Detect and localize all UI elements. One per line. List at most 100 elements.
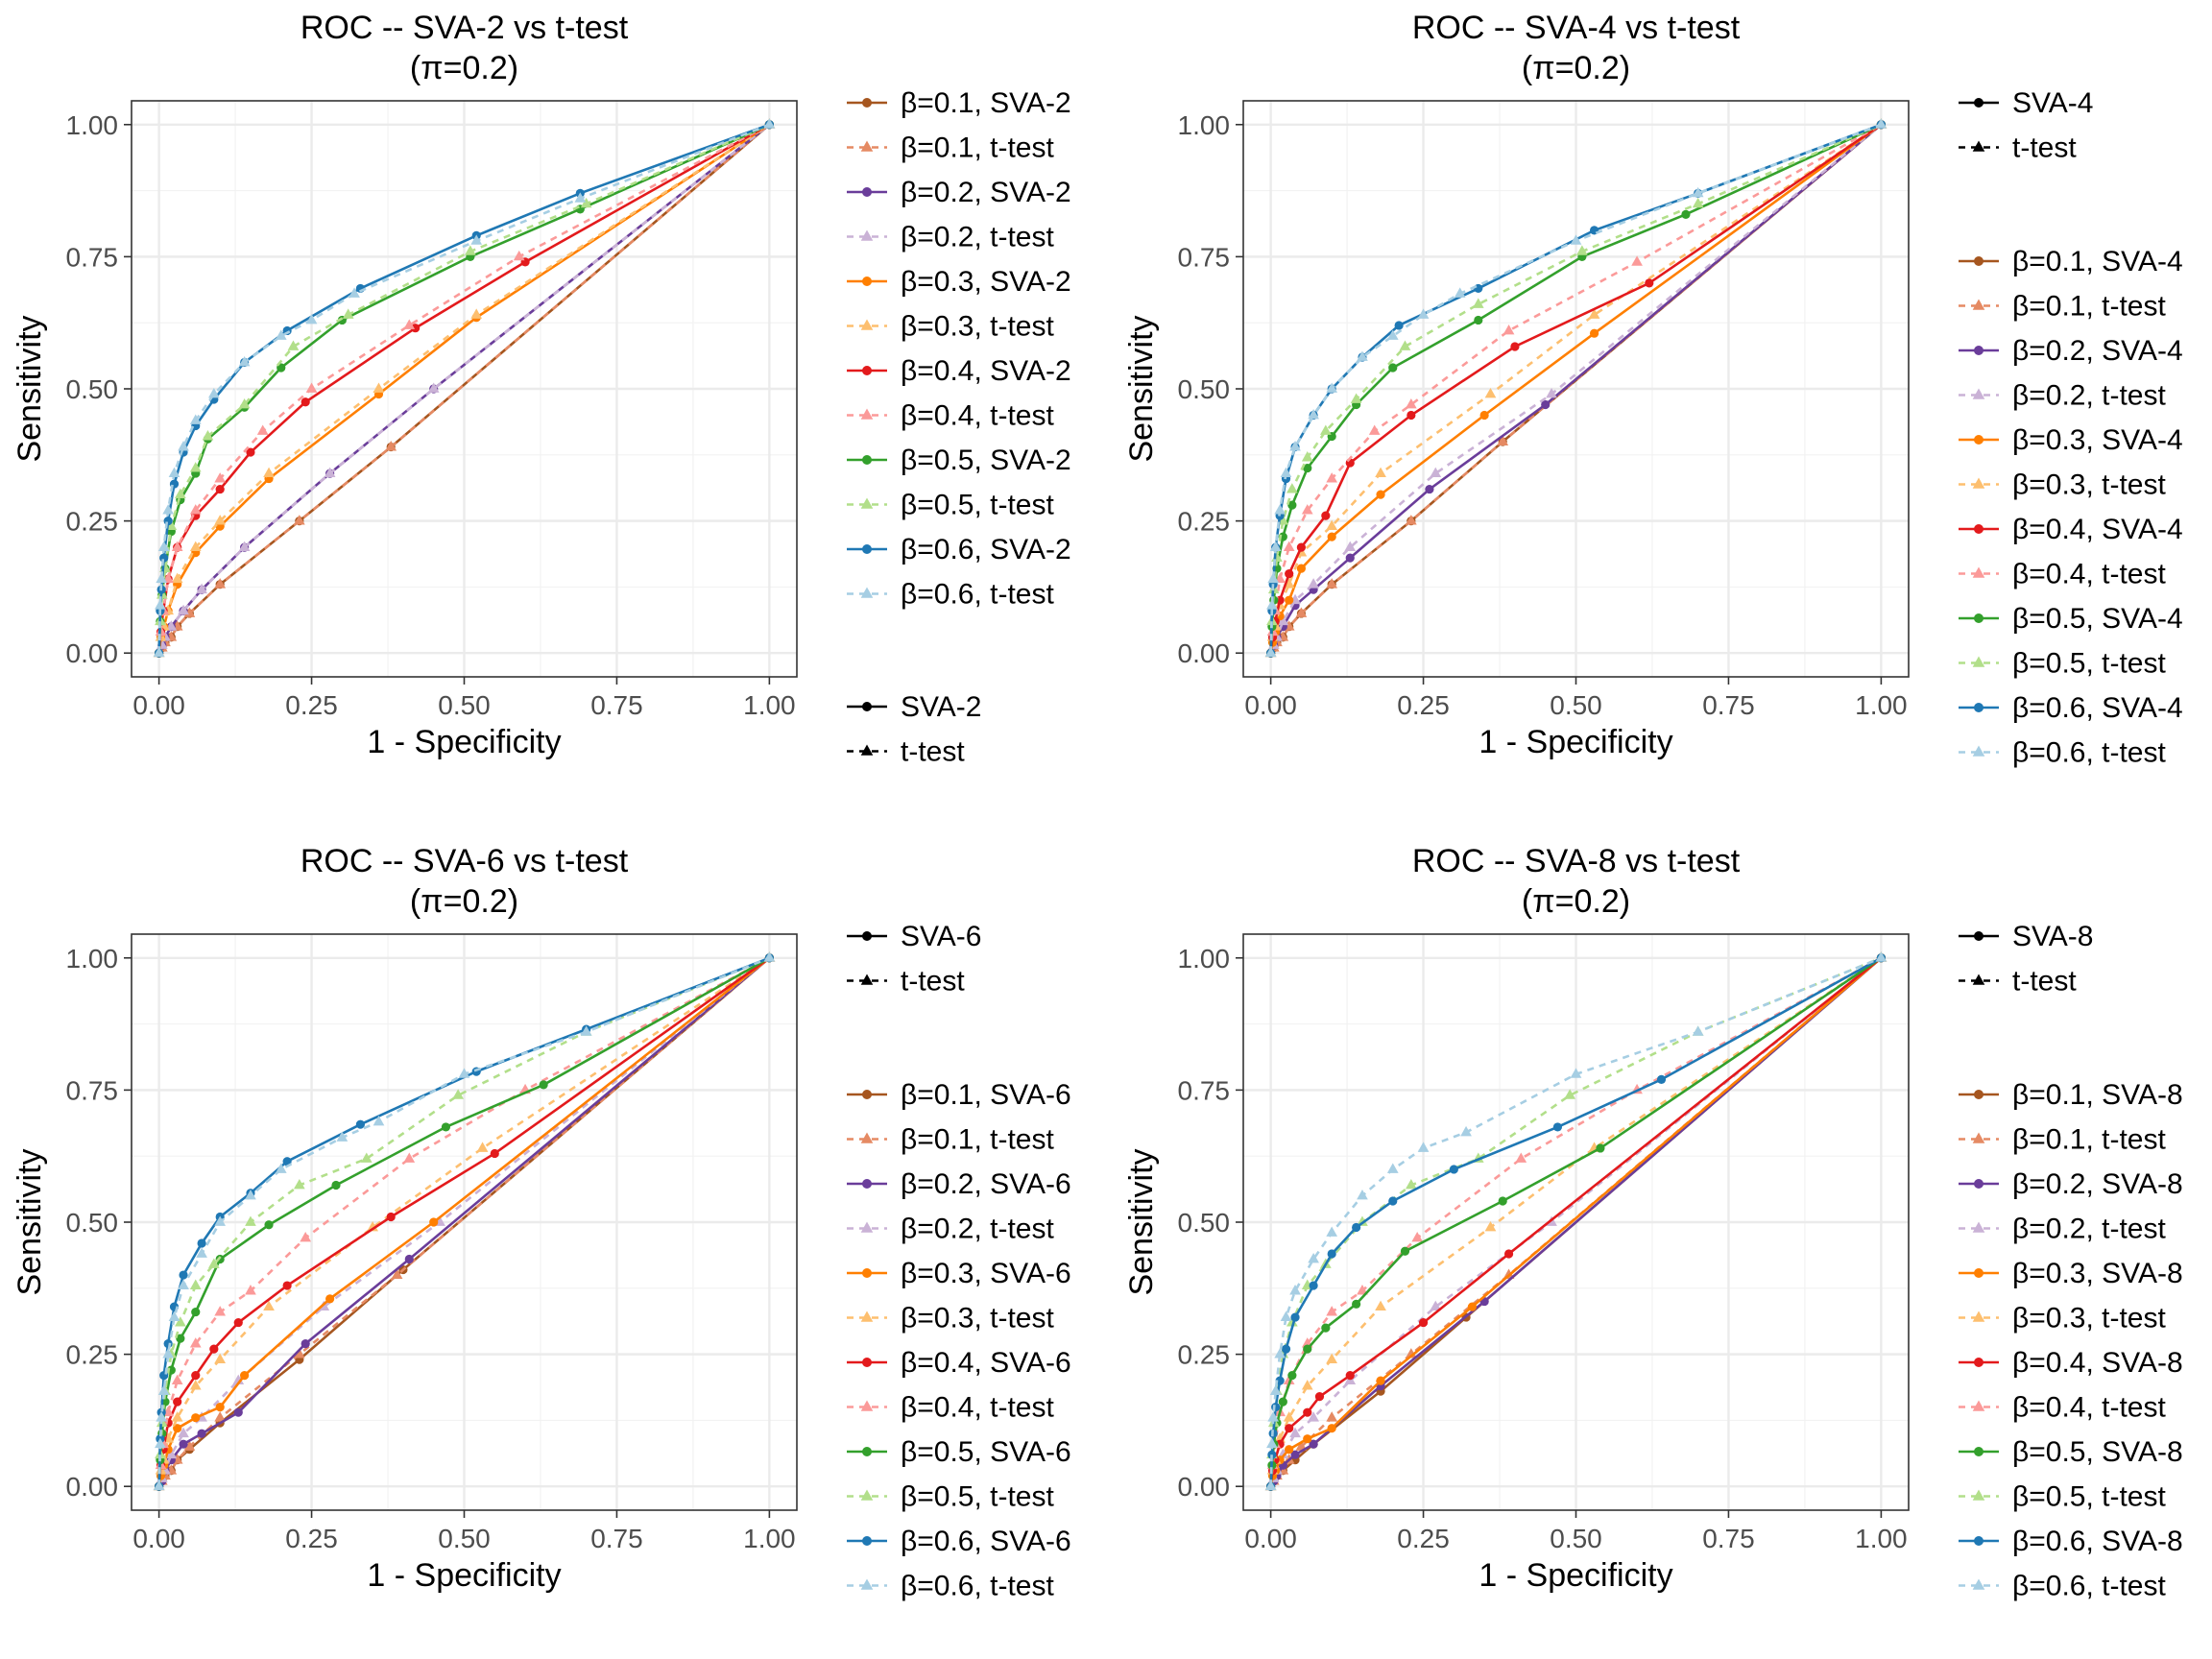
legend-label: β=0.4, t-test <box>901 400 1054 432</box>
legend-key-marker <box>1972 140 1985 152</box>
data-point <box>168 467 180 477</box>
data-point <box>1576 245 1588 255</box>
legend-key-marker <box>862 931 872 941</box>
data-point <box>245 1215 256 1226</box>
legend-item: β=0.2, t-test <box>847 222 1054 253</box>
legend-label: β=0.5, t-test <box>901 1481 1054 1513</box>
x-axis-label: 1 - Specificity <box>367 1557 561 1594</box>
data-point <box>189 1380 202 1390</box>
data-point <box>238 355 251 367</box>
data-point <box>349 287 360 298</box>
legend-label: β=0.4, t-test <box>2012 559 2166 590</box>
data-point <box>263 1300 275 1310</box>
series-ttest-beta-0_6 <box>1264 118 1887 658</box>
data-point <box>1326 472 1338 483</box>
data-point <box>403 319 416 329</box>
data-point <box>189 1337 202 1348</box>
data-point <box>1303 1344 1312 1354</box>
data-point <box>325 1294 335 1304</box>
data-point <box>1368 424 1381 435</box>
data-point <box>191 1307 201 1317</box>
data-point <box>1510 342 1520 351</box>
legend-item: β=0.5, SVA-8 <box>1959 1436 2183 1468</box>
data-point <box>179 1439 188 1449</box>
data-point <box>1503 324 1515 335</box>
data-point <box>1376 490 1385 499</box>
legend-key-marker <box>1972 1221 1985 1233</box>
legend-key-marker <box>860 319 874 330</box>
roc-panel-1: ROC -- SVA-2 vs t-test (π=0.2) 0.00 0.25 0.5… <box>12 10 1071 768</box>
data-point <box>1503 1249 1514 1259</box>
legend-item: β=0.4, SVA-2 <box>847 355 1071 387</box>
legend-key-marker <box>862 276 872 286</box>
legend-item: β=0.4, SVA-6 <box>847 1347 1071 1379</box>
shape-legend-item: SVA-6 <box>847 921 981 952</box>
legend-key-marker <box>860 497 874 509</box>
data-point <box>189 1279 202 1289</box>
legend-label: β=0.1, SVA-8 <box>2012 1079 2183 1111</box>
legend-key-marker <box>1972 299 1985 310</box>
legend-label: β=0.3, t-test <box>2012 1303 2166 1334</box>
data-point <box>197 1429 206 1438</box>
legend: SVA-4 t-test β=0.1, SVA-4 β=0.1, t-test β=0.… <box>1959 87 2183 769</box>
series-group <box>153 118 776 658</box>
legend-key-marker <box>1972 745 1985 757</box>
data-point <box>214 515 227 525</box>
data-point <box>476 1142 489 1152</box>
legend-key-marker <box>862 187 872 197</box>
legend-key-marker <box>860 1310 874 1322</box>
data-point <box>162 1348 174 1358</box>
data-point <box>1570 234 1582 245</box>
data-point <box>214 578 227 589</box>
legend-label: SVA-6 <box>901 921 981 952</box>
data-point <box>1472 298 1484 308</box>
legend-key-marker <box>1974 1447 1984 1456</box>
legend-label: β=0.3, SVA-6 <box>901 1258 1071 1289</box>
legend-key-marker <box>860 229 874 241</box>
shape-legend-item: SVA-8 <box>1959 921 2093 952</box>
data-point <box>173 1424 182 1433</box>
data-point <box>293 515 305 525</box>
shape-legend-item: t-test <box>1959 132 2077 164</box>
data-point <box>1375 1300 1386 1310</box>
legend-item: β=0.4, t-test <box>1959 1392 2166 1424</box>
legend-item: β=0.6, SVA-8 <box>1959 1526 2183 1557</box>
data-point <box>580 1025 592 1036</box>
y-tick-label: 0.00 <box>1178 1472 1231 1502</box>
data-point <box>178 604 189 615</box>
data-point <box>1417 1142 1430 1152</box>
data-point <box>452 1089 464 1099</box>
data-point <box>441 1122 451 1132</box>
x-tick-label: 0.00 <box>132 690 185 720</box>
data-point <box>1283 1374 1295 1385</box>
data-point <box>215 484 225 494</box>
legend-key-marker <box>1972 1132 1985 1143</box>
legend-label: β=0.1, SVA-6 <box>901 1079 1071 1111</box>
legend-item: β=0.2, SVA-6 <box>847 1168 1071 1200</box>
legend-label: β=0.3, SVA-8 <box>2012 1258 2183 1289</box>
data-point <box>189 414 202 424</box>
x-tick-label: 0.25 <box>1397 1524 1450 1553</box>
data-point <box>324 467 336 477</box>
legend-item: β=0.3, SVA-2 <box>847 266 1071 298</box>
data-point <box>233 1317 243 1328</box>
x-axis-label: 1 - Specificity <box>1479 1557 1672 1594</box>
data-point <box>1656 1074 1667 1084</box>
axes: 0.00 0.25 0.50 0.75 1.00 0.00 0.25 0.50 0.75 1.00… <box>12 110 796 760</box>
data-point <box>305 313 318 325</box>
data-point <box>1314 1392 1325 1402</box>
data-point <box>1631 255 1643 266</box>
data-point <box>1308 1253 1319 1263</box>
legend-label: β=0.2, t-test <box>901 222 1054 253</box>
data-point <box>1303 1434 1312 1444</box>
roc-panel-3: ROC -- SVA-6 vs t-test (π=0.2) 0.00 0.25 0.5… <box>12 843 1071 1602</box>
data-point <box>1289 1427 1301 1438</box>
legend-key-marker <box>1974 1358 1984 1367</box>
data-point <box>1376 1376 1385 1385</box>
y-tick-label: 0.25 <box>66 1340 119 1370</box>
data-point <box>1289 441 1301 451</box>
data-point <box>1308 1411 1319 1422</box>
data-point <box>1430 467 1442 477</box>
legend-label: β=0.5, t-test <box>2012 648 2166 680</box>
legend-label: β=0.3, SVA-2 <box>901 266 1071 298</box>
